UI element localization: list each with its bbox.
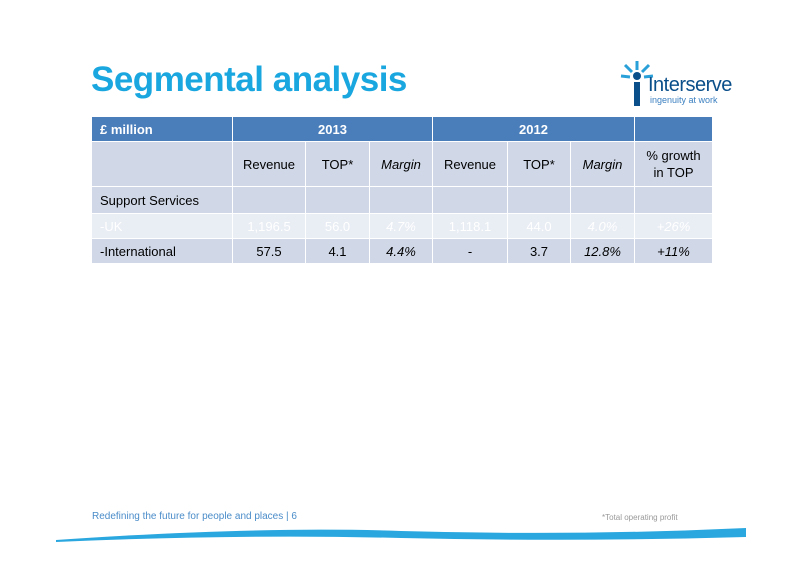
segmental-table: £ million 2013 2012 Revenue TOP* Margin … bbox=[91, 116, 713, 264]
table-subheader-row: Revenue TOP* Margin Revenue TOP* Margin … bbox=[91, 141, 713, 187]
cell bbox=[305, 186, 370, 214]
margin-2013-cell: 4.7% bbox=[369, 213, 433, 239]
revenue-2013-header: Revenue bbox=[232, 141, 306, 187]
cell bbox=[232, 186, 306, 214]
margin-2013-header: Margin bbox=[369, 141, 433, 187]
row-label: -International bbox=[91, 238, 233, 264]
margin-2013-cell: 4.4% bbox=[369, 238, 433, 264]
top-2012-cell: 3.7 bbox=[507, 238, 571, 264]
top-2013-cell: 56.0 bbox=[305, 213, 370, 239]
footer-text: Redefining the future for people and pla… bbox=[92, 511, 297, 522]
row-label: Support Services bbox=[91, 186, 233, 214]
page-title: Segmental analysis bbox=[91, 60, 407, 99]
cell bbox=[507, 186, 571, 214]
year-2012-header: 2012 bbox=[432, 116, 635, 142]
cell bbox=[570, 186, 635, 214]
logo-figure-icon bbox=[620, 61, 654, 106]
subheader-blank bbox=[91, 141, 233, 187]
revenue-2012-cell: - bbox=[432, 238, 508, 264]
footer-wave-decoration bbox=[56, 528, 746, 542]
revenue-2012-header: Revenue bbox=[432, 141, 508, 187]
unit-header: £ million bbox=[91, 116, 233, 142]
growth-cell: +26% bbox=[634, 213, 713, 239]
row-label: -UK bbox=[91, 213, 233, 239]
interserve-logo: Interserve ingenuity at work bbox=[617, 58, 732, 110]
revenue-2012-cell: 1,118.1 bbox=[432, 213, 508, 239]
top-2013-header: TOP* bbox=[305, 141, 370, 187]
cell bbox=[369, 186, 433, 214]
growth-header-line1: % growth bbox=[646, 148, 701, 163]
logo-tagline: ingenuity at work bbox=[650, 95, 718, 105]
table-row: -UK 1,196.5 56.0 4.7% 1,118.1 44.0 4.0% … bbox=[91, 213, 713, 239]
cell bbox=[634, 186, 713, 214]
top-2012-header: TOP* bbox=[507, 141, 571, 187]
growth-cell: +11% bbox=[634, 238, 713, 264]
table-row: -International 57.5 4.1 4.4% - 3.7 12.8%… bbox=[91, 238, 713, 264]
table-header-row: £ million 2013 2012 bbox=[91, 116, 713, 142]
top-2013-cell: 4.1 bbox=[305, 238, 370, 264]
top-2012-cell: 44.0 bbox=[507, 213, 571, 239]
margin-2012-header: Margin bbox=[570, 141, 635, 187]
table-row: Support Services bbox=[91, 186, 713, 214]
growth-header: % growth in TOP bbox=[634, 141, 713, 187]
cell bbox=[432, 186, 508, 214]
logo-name: Interserve bbox=[648, 74, 732, 96]
year-2013-header: 2013 bbox=[232, 116, 433, 142]
growth-header-blank bbox=[634, 116, 713, 142]
margin-2012-cell: 12.8% bbox=[570, 238, 635, 264]
margin-2012-cell: 4.0% bbox=[570, 213, 635, 239]
footnote: *Total operating profit bbox=[602, 513, 678, 522]
growth-header-line2: in TOP bbox=[653, 165, 694, 180]
revenue-2013-cell: 1,196.5 bbox=[232, 213, 306, 239]
revenue-2013-cell: 57.5 bbox=[232, 238, 306, 264]
